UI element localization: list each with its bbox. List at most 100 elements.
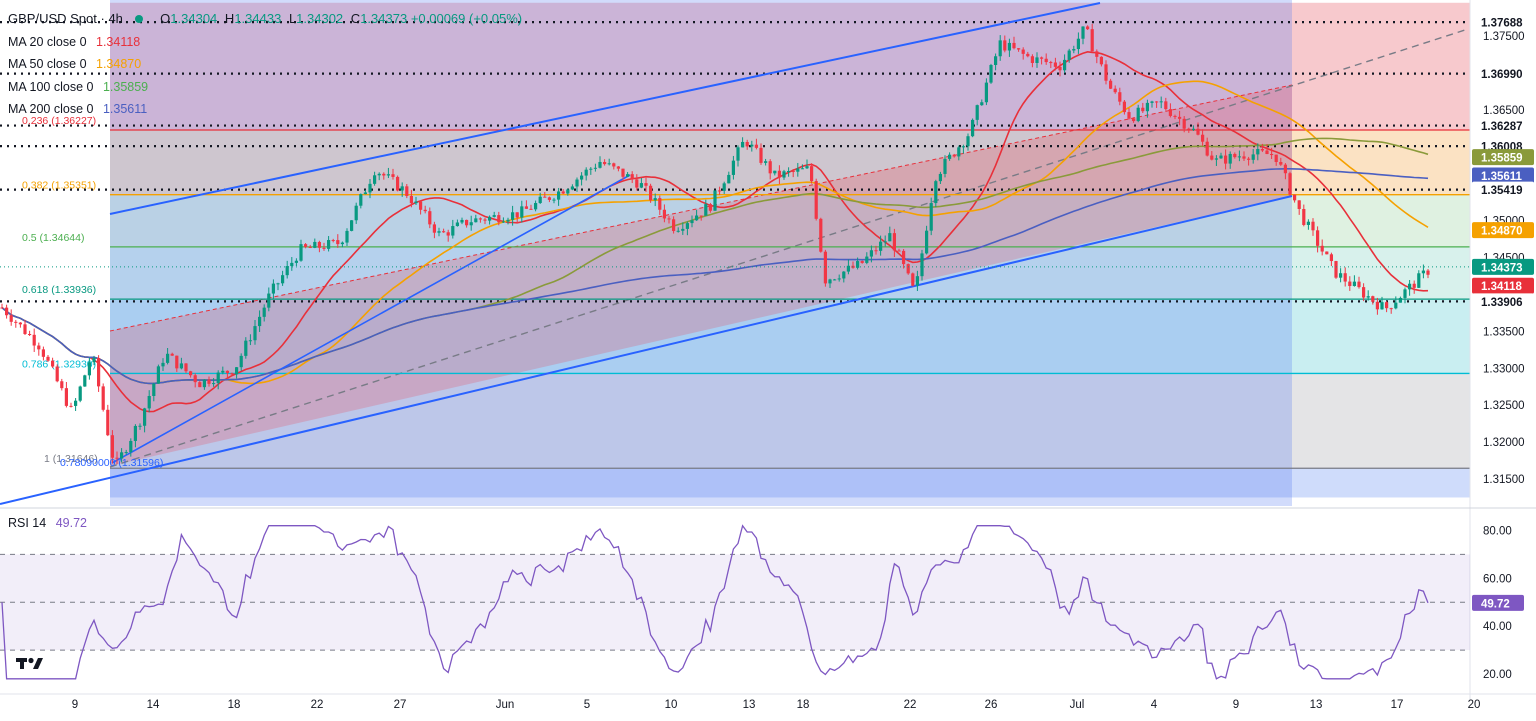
- candle[interactable]: [911, 273, 915, 286]
- candle[interactable]: [37, 345, 41, 350]
- candle[interactable]: [124, 452, 128, 454]
- candle[interactable]: [529, 208, 533, 210]
- candle[interactable]: [892, 233, 896, 251]
- candle[interactable]: [267, 293, 271, 308]
- candle[interactable]: [133, 425, 137, 441]
- candle[interactable]: [805, 166, 809, 169]
- candle[interactable]: [483, 219, 487, 221]
- candle[interactable]: [317, 241, 321, 248]
- candle[interactable]: [736, 147, 740, 161]
- candle[interactable]: [1274, 154, 1278, 162]
- candle[interactable]: [1182, 118, 1186, 129]
- candle[interactable]: [1113, 88, 1117, 93]
- candle[interactable]: [138, 425, 142, 427]
- candle[interactable]: [681, 228, 685, 231]
- candle[interactable]: [212, 383, 216, 385]
- candle[interactable]: [0, 307, 4, 309]
- candle[interactable]: [5, 307, 9, 316]
- candle[interactable]: [207, 379, 211, 384]
- candle[interactable]: [1168, 109, 1172, 116]
- candle[interactable]: [1260, 148, 1264, 151]
- candle[interactable]: [612, 163, 616, 167]
- candle[interactable]: [879, 241, 883, 251]
- candle[interactable]: [290, 262, 294, 267]
- price-axis[interactable]: 1.375001.370001.365001.360001.355001.350…: [1469, 0, 1536, 700]
- candle[interactable]: [1136, 107, 1140, 122]
- candle[interactable]: [773, 170, 777, 174]
- candle[interactable]: [727, 174, 731, 184]
- channel-lower-line[interactable]: [0, 195, 1293, 505]
- candle[interactable]: [106, 409, 110, 436]
- candle[interactable]: [520, 206, 524, 218]
- candle[interactable]: [667, 218, 671, 220]
- candle[interactable]: [534, 203, 538, 210]
- candle[interactable]: [718, 190, 722, 192]
- candle[interactable]: [46, 356, 50, 361]
- candle[interactable]: [593, 167, 597, 169]
- rsi-legend[interactable]: RSI 14 49.72: [8, 516, 87, 530]
- candle[interactable]: [377, 173, 381, 176]
- candle[interactable]: [846, 265, 850, 272]
- candle[interactable]: [253, 326, 257, 341]
- candle[interactable]: [78, 386, 82, 401]
- candle[interactable]: [18, 322, 22, 325]
- candle[interactable]: [1127, 112, 1131, 119]
- candle[interactable]: [653, 198, 657, 201]
- candle[interactable]: [925, 230, 929, 254]
- candle[interactable]: [1357, 281, 1361, 288]
- candle[interactable]: [1417, 273, 1421, 288]
- candle[interactable]: [1224, 155, 1228, 164]
- candle[interactable]: [235, 367, 239, 375]
- candle[interactable]: [285, 266, 289, 276]
- candle[interactable]: [639, 183, 643, 188]
- candle[interactable]: [143, 408, 147, 426]
- candle[interactable]: [32, 334, 36, 346]
- candle[interactable]: [1173, 115, 1177, 117]
- candle[interactable]: [589, 168, 593, 170]
- candle[interactable]: [1385, 302, 1389, 309]
- candle[interactable]: [331, 240, 335, 242]
- candle[interactable]: [621, 168, 625, 177]
- candle[interactable]: [354, 205, 358, 221]
- candle[interactable]: [488, 216, 492, 221]
- candle[interactable]: [948, 154, 952, 159]
- candle[interactable]: [382, 173, 386, 176]
- candle[interactable]: [299, 244, 303, 261]
- candle[interactable]: [865, 256, 869, 263]
- candle[interactable]: [833, 279, 837, 281]
- candle[interactable]: [938, 173, 942, 182]
- symbol-name[interactable]: GBP/USD Spot: [8, 11, 97, 26]
- candle[interactable]: [1325, 251, 1329, 255]
- candle[interactable]: [713, 190, 717, 211]
- candle[interactable]: [419, 201, 423, 210]
- candle[interactable]: [1007, 42, 1011, 51]
- candle[interactable]: [570, 186, 574, 190]
- candle[interactable]: [800, 168, 804, 170]
- candle[interactable]: [74, 400, 78, 406]
- candle[interactable]: [1320, 245, 1324, 252]
- candle[interactable]: [1205, 141, 1209, 156]
- candle[interactable]: [336, 240, 340, 245]
- candle[interactable]: [1090, 29, 1094, 52]
- candle[interactable]: [1067, 50, 1071, 60]
- candle[interactable]: [915, 276, 919, 286]
- candle[interactable]: [1219, 155, 1223, 159]
- candle[interactable]: [1035, 57, 1039, 63]
- candle[interactable]: [391, 174, 395, 177]
- candle[interactable]: [980, 102, 984, 106]
- candle[interactable]: [543, 196, 547, 198]
- candle[interactable]: [156, 366, 160, 384]
- candle[interactable]: [1155, 101, 1159, 103]
- candle[interactable]: [1242, 156, 1246, 159]
- candle[interactable]: [662, 209, 666, 219]
- candle[interactable]: [971, 119, 975, 137]
- candle[interactable]: [704, 204, 708, 216]
- candle[interactable]: [294, 260, 298, 263]
- timeframe-label[interactable]: 4h: [108, 11, 123, 26]
- candle[interactable]: [1021, 49, 1025, 54]
- candle[interactable]: [515, 212, 519, 218]
- candle[interactable]: [405, 186, 409, 196]
- candle[interactable]: [262, 307, 266, 317]
- time-axis[interactable]: 9 14 18 22 27 Jun 5 10 13 18 22 26 Jul 4 9 13 17 20: [0, 693, 1536, 711]
